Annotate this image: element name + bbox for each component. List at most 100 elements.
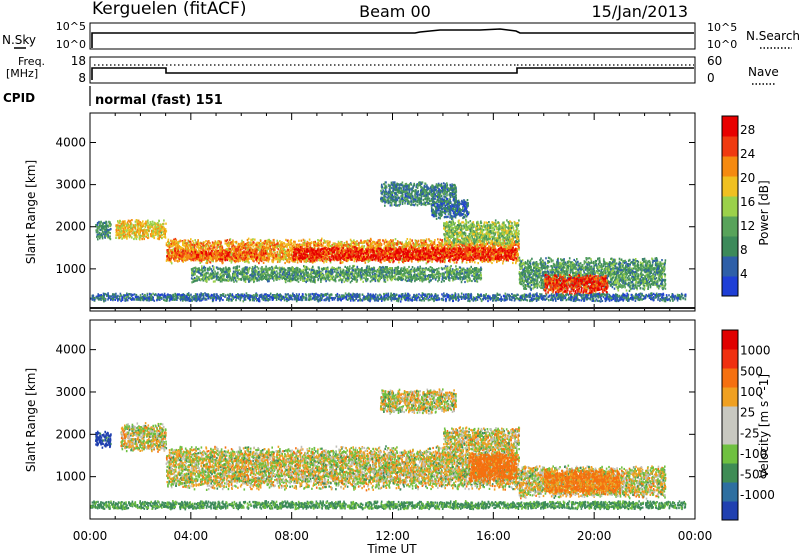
scatter-cell bbox=[276, 252, 279, 255]
scatter-cell bbox=[213, 244, 216, 247]
scatter-cell bbox=[258, 248, 260, 251]
nsky-trace bbox=[91, 28, 694, 48]
scatter-cell bbox=[283, 245, 286, 248]
scatter-cell bbox=[206, 259, 208, 263]
scatter-cell bbox=[291, 253, 293, 256]
scatter-cell bbox=[473, 244, 475, 247]
scatter-cell bbox=[333, 243, 336, 246]
scatter-cell bbox=[273, 246, 276, 249]
scatter-cell bbox=[179, 240, 181, 243]
scatter-cell bbox=[177, 240, 180, 243]
scatter-cell bbox=[464, 244, 466, 247]
nsearch-label: N.Search bbox=[746, 29, 800, 43]
scatter-cell bbox=[284, 249, 286, 252]
scatter-cell bbox=[272, 258, 275, 261]
scatter-cell bbox=[349, 256, 351, 259]
scatter-cell bbox=[409, 241, 412, 244]
scatter-cell bbox=[279, 257, 281, 260]
scatter-cell bbox=[350, 250, 352, 253]
scatter-cell bbox=[190, 259, 193, 262]
scatter-cell bbox=[383, 256, 386, 259]
scatter-cell bbox=[505, 245, 507, 248]
scatter-cell bbox=[351, 241, 353, 244]
scatter-cell bbox=[385, 252, 387, 255]
scatter-cell bbox=[239, 243, 241, 246]
scatter-cell bbox=[227, 243, 229, 246]
scatter-cell bbox=[502, 262, 504, 265]
scatter-cell bbox=[382, 239, 384, 242]
scatter-cell bbox=[269, 247, 272, 250]
scatter-cell bbox=[280, 250, 283, 253]
scatter-cell bbox=[340, 242, 342, 245]
scatter-cell bbox=[425, 238, 428, 241]
scatter-cell bbox=[242, 259, 244, 262]
scatter-cell bbox=[470, 253, 473, 256]
scatter-cell bbox=[455, 247, 457, 251]
scatter-cell bbox=[250, 243, 253, 247]
scatter-cell bbox=[517, 245, 520, 248]
scatter-cell bbox=[194, 239, 196, 242]
scatter-cell bbox=[211, 241, 214, 244]
scatter-cell bbox=[372, 244, 375, 247]
scatter-cell bbox=[392, 239, 394, 242]
scatter-cell bbox=[279, 248, 282, 251]
scatter-cell bbox=[424, 239, 427, 242]
scatter-cell bbox=[172, 242, 174, 245]
scatter-cell bbox=[256, 260, 258, 263]
scatter-cell bbox=[516, 252, 518, 256]
scatter-cell bbox=[314, 240, 316, 243]
scatter-cell bbox=[430, 254, 432, 258]
scatter-cell bbox=[245, 260, 248, 263]
scatter-cell bbox=[518, 243, 520, 246]
scatter-cell bbox=[336, 243, 338, 246]
nsky-label: N.Sky bbox=[2, 33, 36, 47]
scatter-cell bbox=[246, 242, 249, 245]
scatter-cell bbox=[201, 246, 204, 249]
scatter-cell bbox=[386, 256, 388, 259]
scatter-cell bbox=[444, 259, 446, 262]
scatter-cell bbox=[431, 244, 434, 247]
scatter-cell bbox=[437, 241, 440, 244]
scatter-cell bbox=[467, 254, 469, 257]
scatter-cell bbox=[378, 239, 380, 242]
scatter-cell bbox=[426, 244, 428, 247]
scatter-cell bbox=[373, 258, 376, 261]
scatter-cell bbox=[412, 253, 415, 256]
scatter-cell bbox=[317, 241, 319, 244]
scatter-cell bbox=[512, 258, 515, 262]
scatter-cell bbox=[276, 257, 278, 260]
scatter-cell bbox=[260, 259, 263, 263]
scatter-cell bbox=[454, 241, 456, 244]
scatter-cell bbox=[476, 247, 478, 250]
scatter-cell bbox=[318, 244, 321, 247]
scatter-cell bbox=[371, 258, 374, 262]
scatter-cell bbox=[278, 260, 281, 263]
scatter-cell bbox=[412, 244, 415, 247]
scatter-cell bbox=[494, 247, 497, 250]
scatter-cell bbox=[183, 241, 186, 244]
scatter-cell bbox=[224, 242, 227, 245]
scatter-cell bbox=[259, 242, 262, 245]
scatter-cell bbox=[219, 245, 221, 248]
cpid-value: normal (fast) 151 bbox=[95, 93, 223, 108]
scatter-cell bbox=[254, 238, 256, 241]
scatter-cell bbox=[273, 248, 275, 251]
scatter-cell bbox=[485, 258, 487, 261]
scatter-cell bbox=[456, 247, 459, 250]
scatter-cell bbox=[376, 248, 379, 251]
scatter-cell bbox=[420, 241, 422, 244]
scatter-cell bbox=[214, 240, 217, 243]
scatter-cell bbox=[325, 253, 328, 256]
scatter-cell bbox=[213, 242, 215, 245]
scatter-cell bbox=[384, 258, 387, 261]
scatter-cell bbox=[273, 238, 275, 242]
scatter-cell bbox=[184, 239, 187, 242]
scatter-cell bbox=[205, 261, 207, 265]
scatter-cell bbox=[285, 257, 288, 261]
scatter-cell bbox=[486, 260, 489, 263]
scatter-cell bbox=[196, 243, 198, 246]
station-title: Kerguelen (fitACF) bbox=[92, 0, 246, 19]
scatter-cell bbox=[377, 241, 380, 244]
scatter-cell bbox=[306, 242, 308, 245]
scatter-cell bbox=[479, 250, 481, 253]
